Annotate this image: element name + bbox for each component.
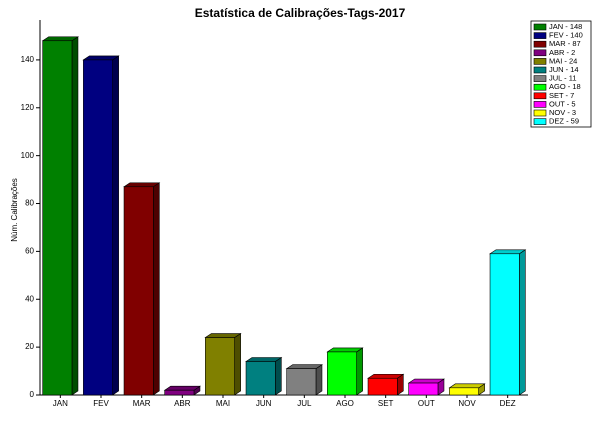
bar-side — [519, 249, 526, 396]
legend-label: JAN - 148 — [549, 22, 582, 31]
legend-label: SET - 7 — [549, 91, 574, 100]
x-tick-label: AGO — [336, 399, 354, 408]
x-tick-label: ABR — [174, 399, 191, 408]
x-tick-label: FEV — [93, 399, 109, 408]
legend-swatch — [533, 66, 547, 74]
legend-label: ABR - 2 — [549, 48, 575, 57]
bar-side — [153, 182, 160, 396]
legend-swatch — [533, 23, 547, 31]
x-tick-label: DEZ — [500, 399, 516, 408]
legend-swatch — [533, 32, 547, 39]
bar-top — [367, 373, 405, 379]
bar-top — [204, 333, 242, 338]
legend-label: MAR - 87 — [549, 39, 581, 48]
bar — [123, 186, 154, 396]
legend-label: AGO - 18 — [549, 82, 581, 91]
bar-side — [234, 332, 241, 396]
legend-swatch — [533, 118, 547, 125]
bar — [42, 40, 73, 396]
x-tick-label: OUT — [418, 399, 435, 408]
bar-top — [163, 385, 201, 391]
x-tick-label: MAI — [216, 399, 230, 408]
x-tick-label: MAR — [133, 399, 151, 408]
bar — [245, 361, 276, 396]
bar-top — [448, 383, 486, 389]
x-tick-label: SET — [378, 399, 394, 408]
bar-top — [41, 36, 79, 42]
bar — [205, 337, 235, 396]
x-tick-label: JAN — [53, 399, 68, 408]
bar — [164, 389, 195, 396]
bar-side — [275, 356, 282, 396]
bar — [489, 253, 520, 396]
y-tick-label: 80 — [25, 199, 34, 208]
bar-top — [285, 364, 323, 369]
y-tick-label: 100 — [21, 151, 35, 160]
y-tick-label: 40 — [25, 294, 34, 303]
bar — [449, 387, 479, 396]
y-axis-label: Núm. Calibrações — [10, 178, 19, 242]
bar — [367, 377, 398, 396]
legend-swatch — [533, 83, 547, 91]
x-tick-label: JUN — [256, 399, 272, 408]
bar-top — [123, 182, 161, 188]
chart-title: Estatística de Calibrações-Tags-2017 — [195, 6, 406, 20]
legend-label: JUN - 14 — [549, 65, 579, 74]
legend-label: OUT - 5 — [549, 99, 576, 108]
y-tick-label: 20 — [25, 342, 34, 351]
y-tick-label: 60 — [25, 246, 34, 255]
bar — [327, 351, 357, 396]
y-tick-label: 0 — [30, 390, 35, 399]
legend-label: NOV - 3 — [549, 108, 576, 117]
y-tick-label: 120 — [21, 103, 35, 112]
bar — [408, 382, 439, 396]
legend-swatch — [533, 92, 547, 100]
legend-swatch — [533, 109, 547, 117]
bar — [286, 368, 317, 396]
legend-label: MAI - 24 — [549, 56, 577, 65]
bar — [83, 59, 113, 396]
legend-label: JUL - 11 — [549, 74, 577, 83]
bar-side — [112, 55, 119, 396]
bar-side — [315, 364, 323, 396]
bar-side — [71, 36, 79, 396]
bar-top — [245, 357, 283, 362]
bar-top — [489, 249, 527, 255]
legend-label: DEZ - 59 — [549, 117, 579, 126]
x-tick-label: JUL — [297, 399, 312, 408]
legend-swatch — [533, 58, 547, 65]
legend-swatch — [533, 49, 547, 57]
bar-top — [326, 347, 364, 353]
bar-top — [407, 378, 445, 384]
legend-swatch — [533, 101, 547, 108]
legend-swatch — [533, 40, 547, 48]
legend-label: FEV - 140 — [549, 31, 583, 40]
legend-swatch — [533, 75, 547, 82]
y-tick-label: 140 — [21, 55, 35, 64]
x-tick-label: NOV — [458, 399, 476, 408]
bar-side — [356, 347, 363, 396]
bar-top — [82, 55, 120, 61]
